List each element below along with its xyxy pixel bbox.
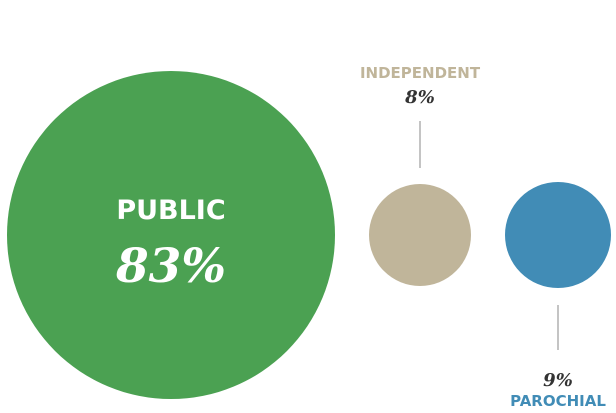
- bubble-independent: [369, 184, 471, 286]
- label-public-category: PUBLIC: [116, 195, 225, 226]
- bubble-parochial: [505, 182, 611, 288]
- label-independent-percent: 8%: [404, 87, 435, 108]
- label-independent-category: INDEPENDENT: [360, 64, 481, 82]
- label-parochial-category: PAROCHIAL: [510, 392, 606, 410]
- bubble-public: [7, 71, 335, 399]
- label-public-percent: 83%: [115, 239, 226, 294]
- label-parochial-percent: 9%: [543, 370, 573, 391]
